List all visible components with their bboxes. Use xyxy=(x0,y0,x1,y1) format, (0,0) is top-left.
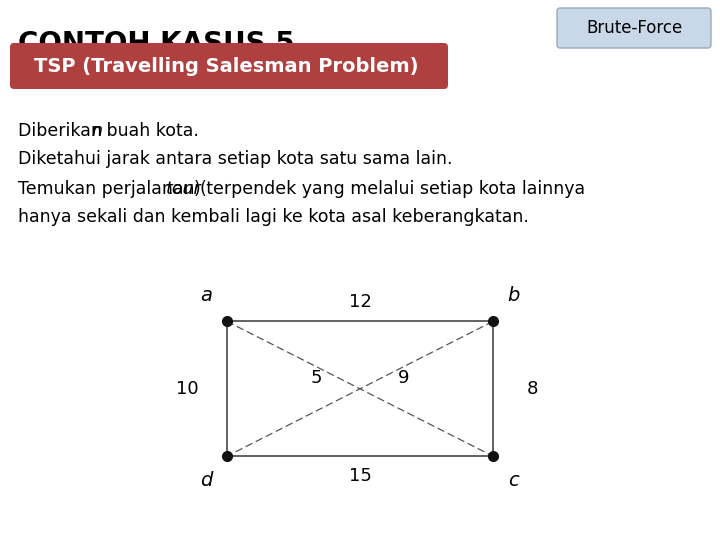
Text: Diberikan: Diberikan xyxy=(18,122,107,140)
Text: Diketahui jarak antara setiap kota satu sama lain.: Diketahui jarak antara setiap kota satu … xyxy=(18,150,452,168)
FancyBboxPatch shape xyxy=(557,8,711,48)
Text: tour: tour xyxy=(166,180,202,198)
Text: Brute-Force: Brute-Force xyxy=(586,19,682,37)
Text: CONTOH KASUS 5: CONTOH KASUS 5 xyxy=(18,30,294,58)
Text: 8: 8 xyxy=(527,380,539,398)
Text: c: c xyxy=(508,471,518,490)
Text: TSP (Travelling Salesman Problem): TSP (Travelling Salesman Problem) xyxy=(34,57,418,76)
Text: 12: 12 xyxy=(348,293,372,312)
Text: 5: 5 xyxy=(311,369,323,387)
Text: 9: 9 xyxy=(397,369,409,387)
Text: hanya sekali dan kembali lagi ke kota asal keberangkatan.: hanya sekali dan kembali lagi ke kota as… xyxy=(18,208,529,226)
Text: buah kota.: buah kota. xyxy=(101,122,199,140)
Text: 10: 10 xyxy=(176,380,199,398)
Text: d: d xyxy=(200,471,213,490)
Text: b: b xyxy=(507,286,520,305)
Text: n: n xyxy=(91,122,102,140)
Text: Temukan perjalanan (: Temukan perjalanan ( xyxy=(18,180,207,198)
Text: a: a xyxy=(201,286,212,305)
Text: ) terpendek yang melalui setiap kota lainnya: ) terpendek yang melalui setiap kota lai… xyxy=(194,180,585,198)
FancyBboxPatch shape xyxy=(10,43,448,89)
Text: 15: 15 xyxy=(348,467,372,485)
